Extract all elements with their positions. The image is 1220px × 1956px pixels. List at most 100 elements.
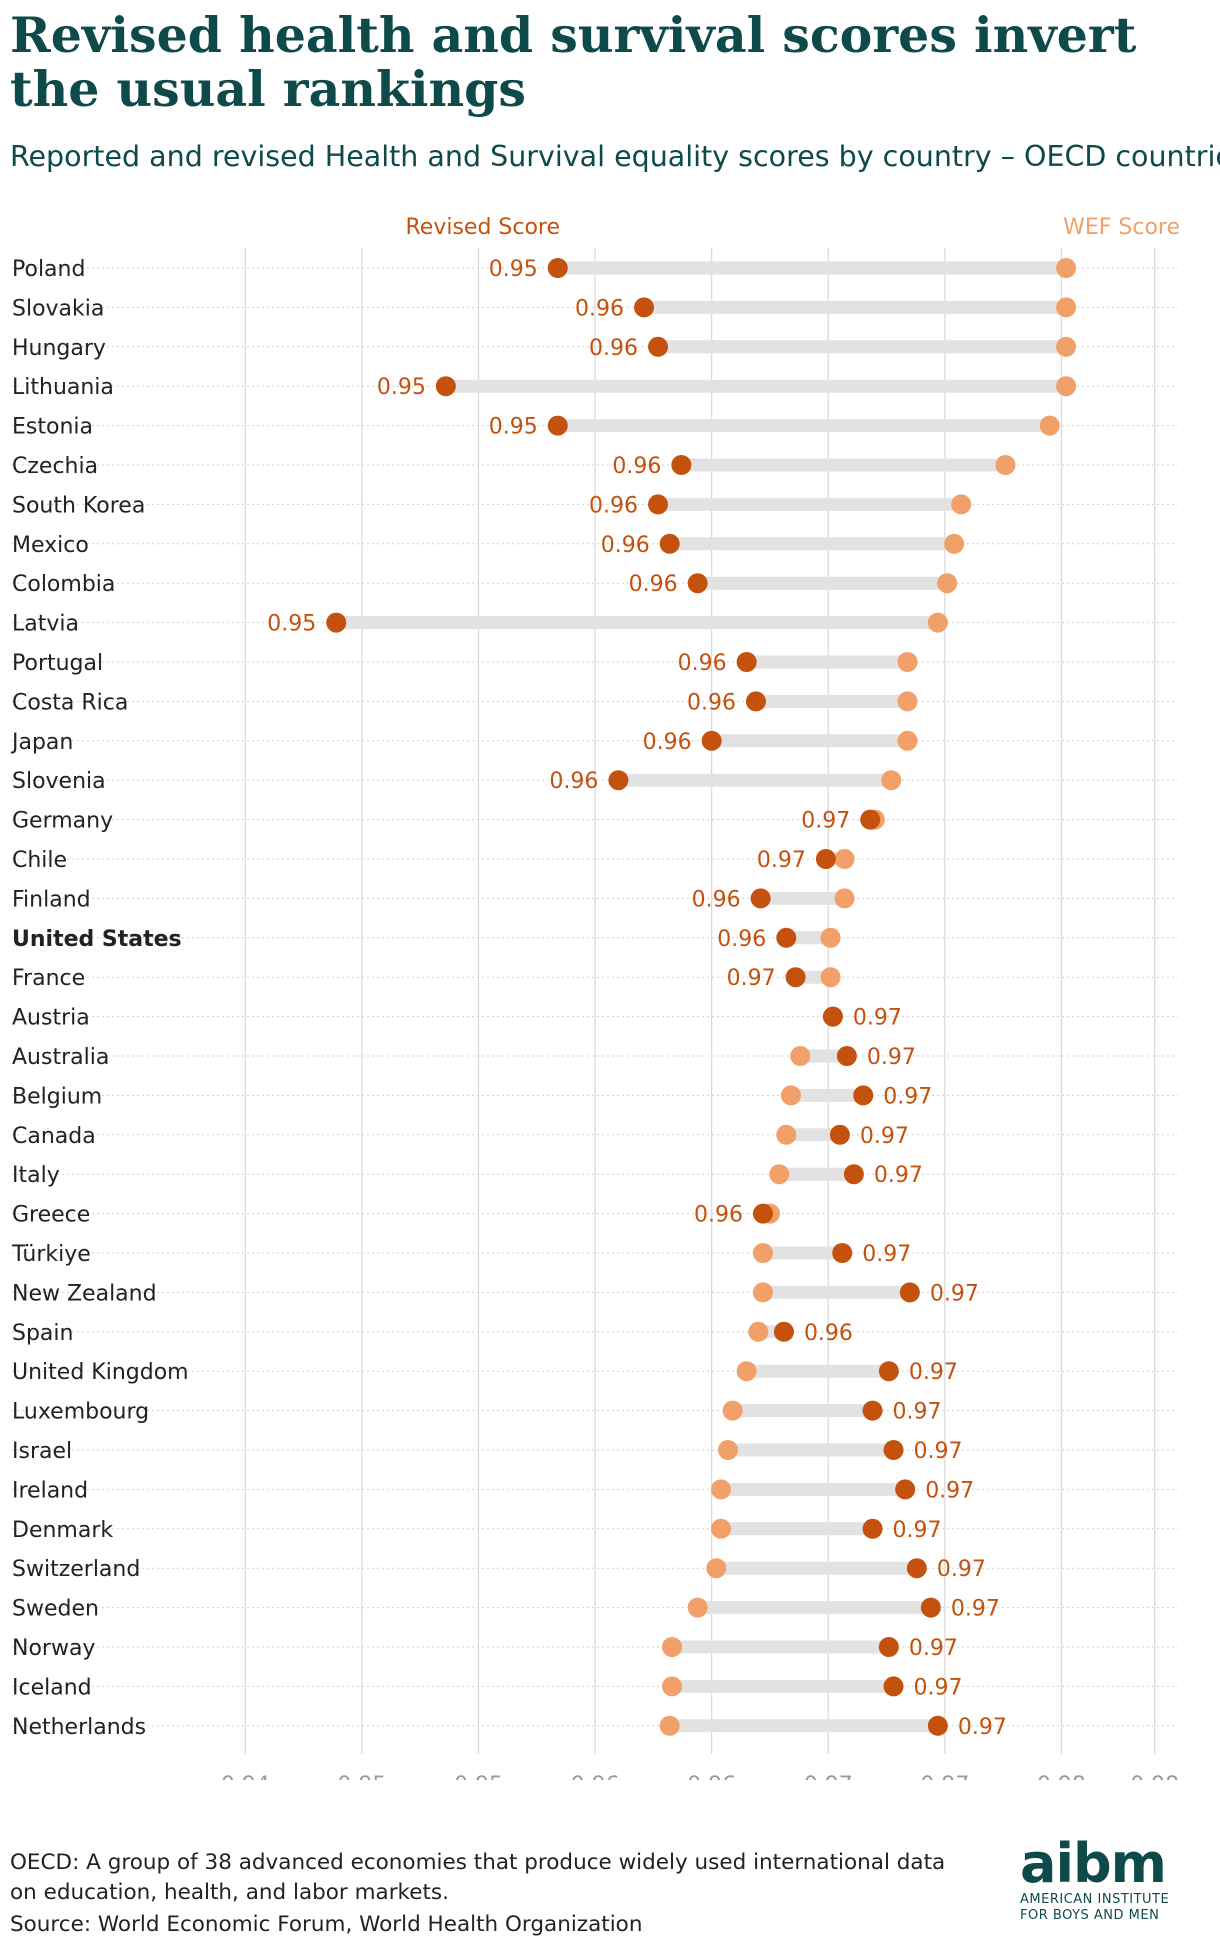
country-row: Costa Rica 0.96 [12,690,1178,715]
country-row: Sweden 0.97 [12,1597,1178,1622]
country-label: Hungary [12,336,106,361]
revised-score-dot [822,1006,843,1027]
country-label: Luxembourg [12,1400,149,1425]
country-row: Iceland 0.97 [12,1675,1178,1700]
wef-score-dot [834,849,855,869]
dumbbell-chart: Poland 0.95 Slovakia 0.96 Hungary 0.96 Lithuan… [10,215,1180,1780]
country-label: New Zealand [12,1281,157,1306]
revised-score-dot [648,336,669,357]
country-label: Australia [12,1045,109,1070]
country-label: Finland [12,887,91,912]
revised-value-label: 0.97 [925,1478,974,1503]
country-row: New Zealand 0.97 [12,1281,1178,1306]
revised-value-label: 0.96 [612,454,661,479]
country-row: Greece 0.96 [12,1203,1178,1228]
wef-score-dot [937,573,958,594]
country-row: Denmark 0.97 [12,1518,1178,1543]
country-label: United States [12,927,182,952]
x-tick-label: 0.95 [337,1773,386,1780]
revised-value-label: 0.97 [757,848,806,873]
country-label: Ireland [12,1478,88,1503]
country-label: France [12,966,85,991]
revised-value-label: 0.95 [267,612,316,637]
revised-value-label: 0.97 [862,1242,911,1267]
country-row: Slovakia 0.96 [12,296,1178,321]
country-label: South Korea [12,493,145,518]
revised-value-label: 0.97 [853,1006,902,1031]
revised-value-label: 0.96 [575,296,624,321]
revised-value-label: 0.97 [930,1281,979,1306]
wef-score-dot [662,1676,683,1697]
country-row: Norway 0.97 [12,1636,1178,1661]
country-label: Türkiye [11,1242,91,1267]
revised-score-dot [878,1637,899,1657]
wef-score-dot [944,533,965,554]
x-tick-label: 0.98 [1037,1773,1086,1780]
country-row: Türkiye 0.97 [11,1242,1178,1267]
revised-score-dot [836,1046,857,1066]
country-label: Sweden [12,1597,99,1622]
country-row: United States 0.96 [12,927,1178,952]
country-row: Australia 0.97 [12,1045,1178,1070]
country-row: South Korea 0.96 [12,493,1178,518]
revised-value-label: 0.96 [589,336,638,361]
country-row: United Kingdom 0.97 [12,1360,1178,1385]
country-row: France 0.97 [12,966,1178,991]
country-label: Austria [12,1006,90,1031]
revised-value-label: 0.97 [893,1518,942,1543]
country-label: Poland [12,257,85,282]
country-label: Netherlands [12,1715,146,1740]
revised-score-dot [843,1164,864,1185]
wef-score-dot [780,1085,801,1106]
revised-value-label: 0.97 [801,809,850,834]
revised-score-dot [687,573,708,594]
wef-score-dot [659,1715,680,1736]
country-label: Japan [10,730,73,755]
country-label: Costa Rica [12,690,128,715]
revised-score-dot [608,770,629,791]
country-label: Denmark [12,1518,113,1543]
country-label: Portugal [12,651,103,676]
wef-score-dot [1056,258,1077,278]
x-tick-label: 0.94 [221,1773,270,1780]
wef-score-dot [995,455,1016,475]
revised-score-dot [648,494,669,515]
chart-title: Revised health and survival scores inver… [10,6,1137,118]
country-row: Colombia 0.96 [12,572,1178,597]
revised-value-label: 0.97 [860,1124,909,1149]
revised-score-dot [895,1479,916,1500]
legend-wef-score: WEF Score [1063,215,1180,240]
country-row: Austria 0.97 [12,1006,1178,1031]
revised-score-dot [547,415,568,436]
country-row: Czechia 0.96 [12,454,1178,479]
revised-score-dot [815,849,836,869]
wef-score-dot [710,1479,731,1500]
revised-value-label: 0.97 [909,1636,958,1661]
revised-score-dot [435,376,456,397]
revised-value-label: 0.97 [867,1045,916,1070]
revised-score-dot [927,1715,948,1736]
wef-score-dot [769,1164,790,1185]
country-row: Israel 0.97 [12,1439,1178,1464]
country-label: Germany [12,809,113,834]
revised-score-dot [776,927,797,948]
revised-score-dot [862,1518,883,1539]
wef-score-dot [1056,297,1077,318]
country-label: Czechia [12,454,98,479]
country-label: Estonia [12,415,93,440]
revised-score-dot [785,967,806,988]
revised-value-label: 0.97 [958,1715,1007,1740]
wef-score-dot [722,1400,743,1421]
revised-value-label: 0.95 [377,375,426,400]
wef-score-dot [951,494,972,515]
revised-value-label: 0.97 [727,966,776,991]
revised-score-dot [832,1243,853,1263]
revised-value-label: 0.97 [909,1360,958,1385]
country-label: Belgium [12,1084,102,1109]
country-label: Norway [12,1636,95,1661]
x-tick-label: 0.98 [1130,1773,1179,1780]
grid-layer [244,248,1156,1754]
country-label: Switzerland [12,1557,140,1582]
country-row: Canada 0.97 [12,1124,1178,1149]
revised-score-dot [659,533,680,554]
